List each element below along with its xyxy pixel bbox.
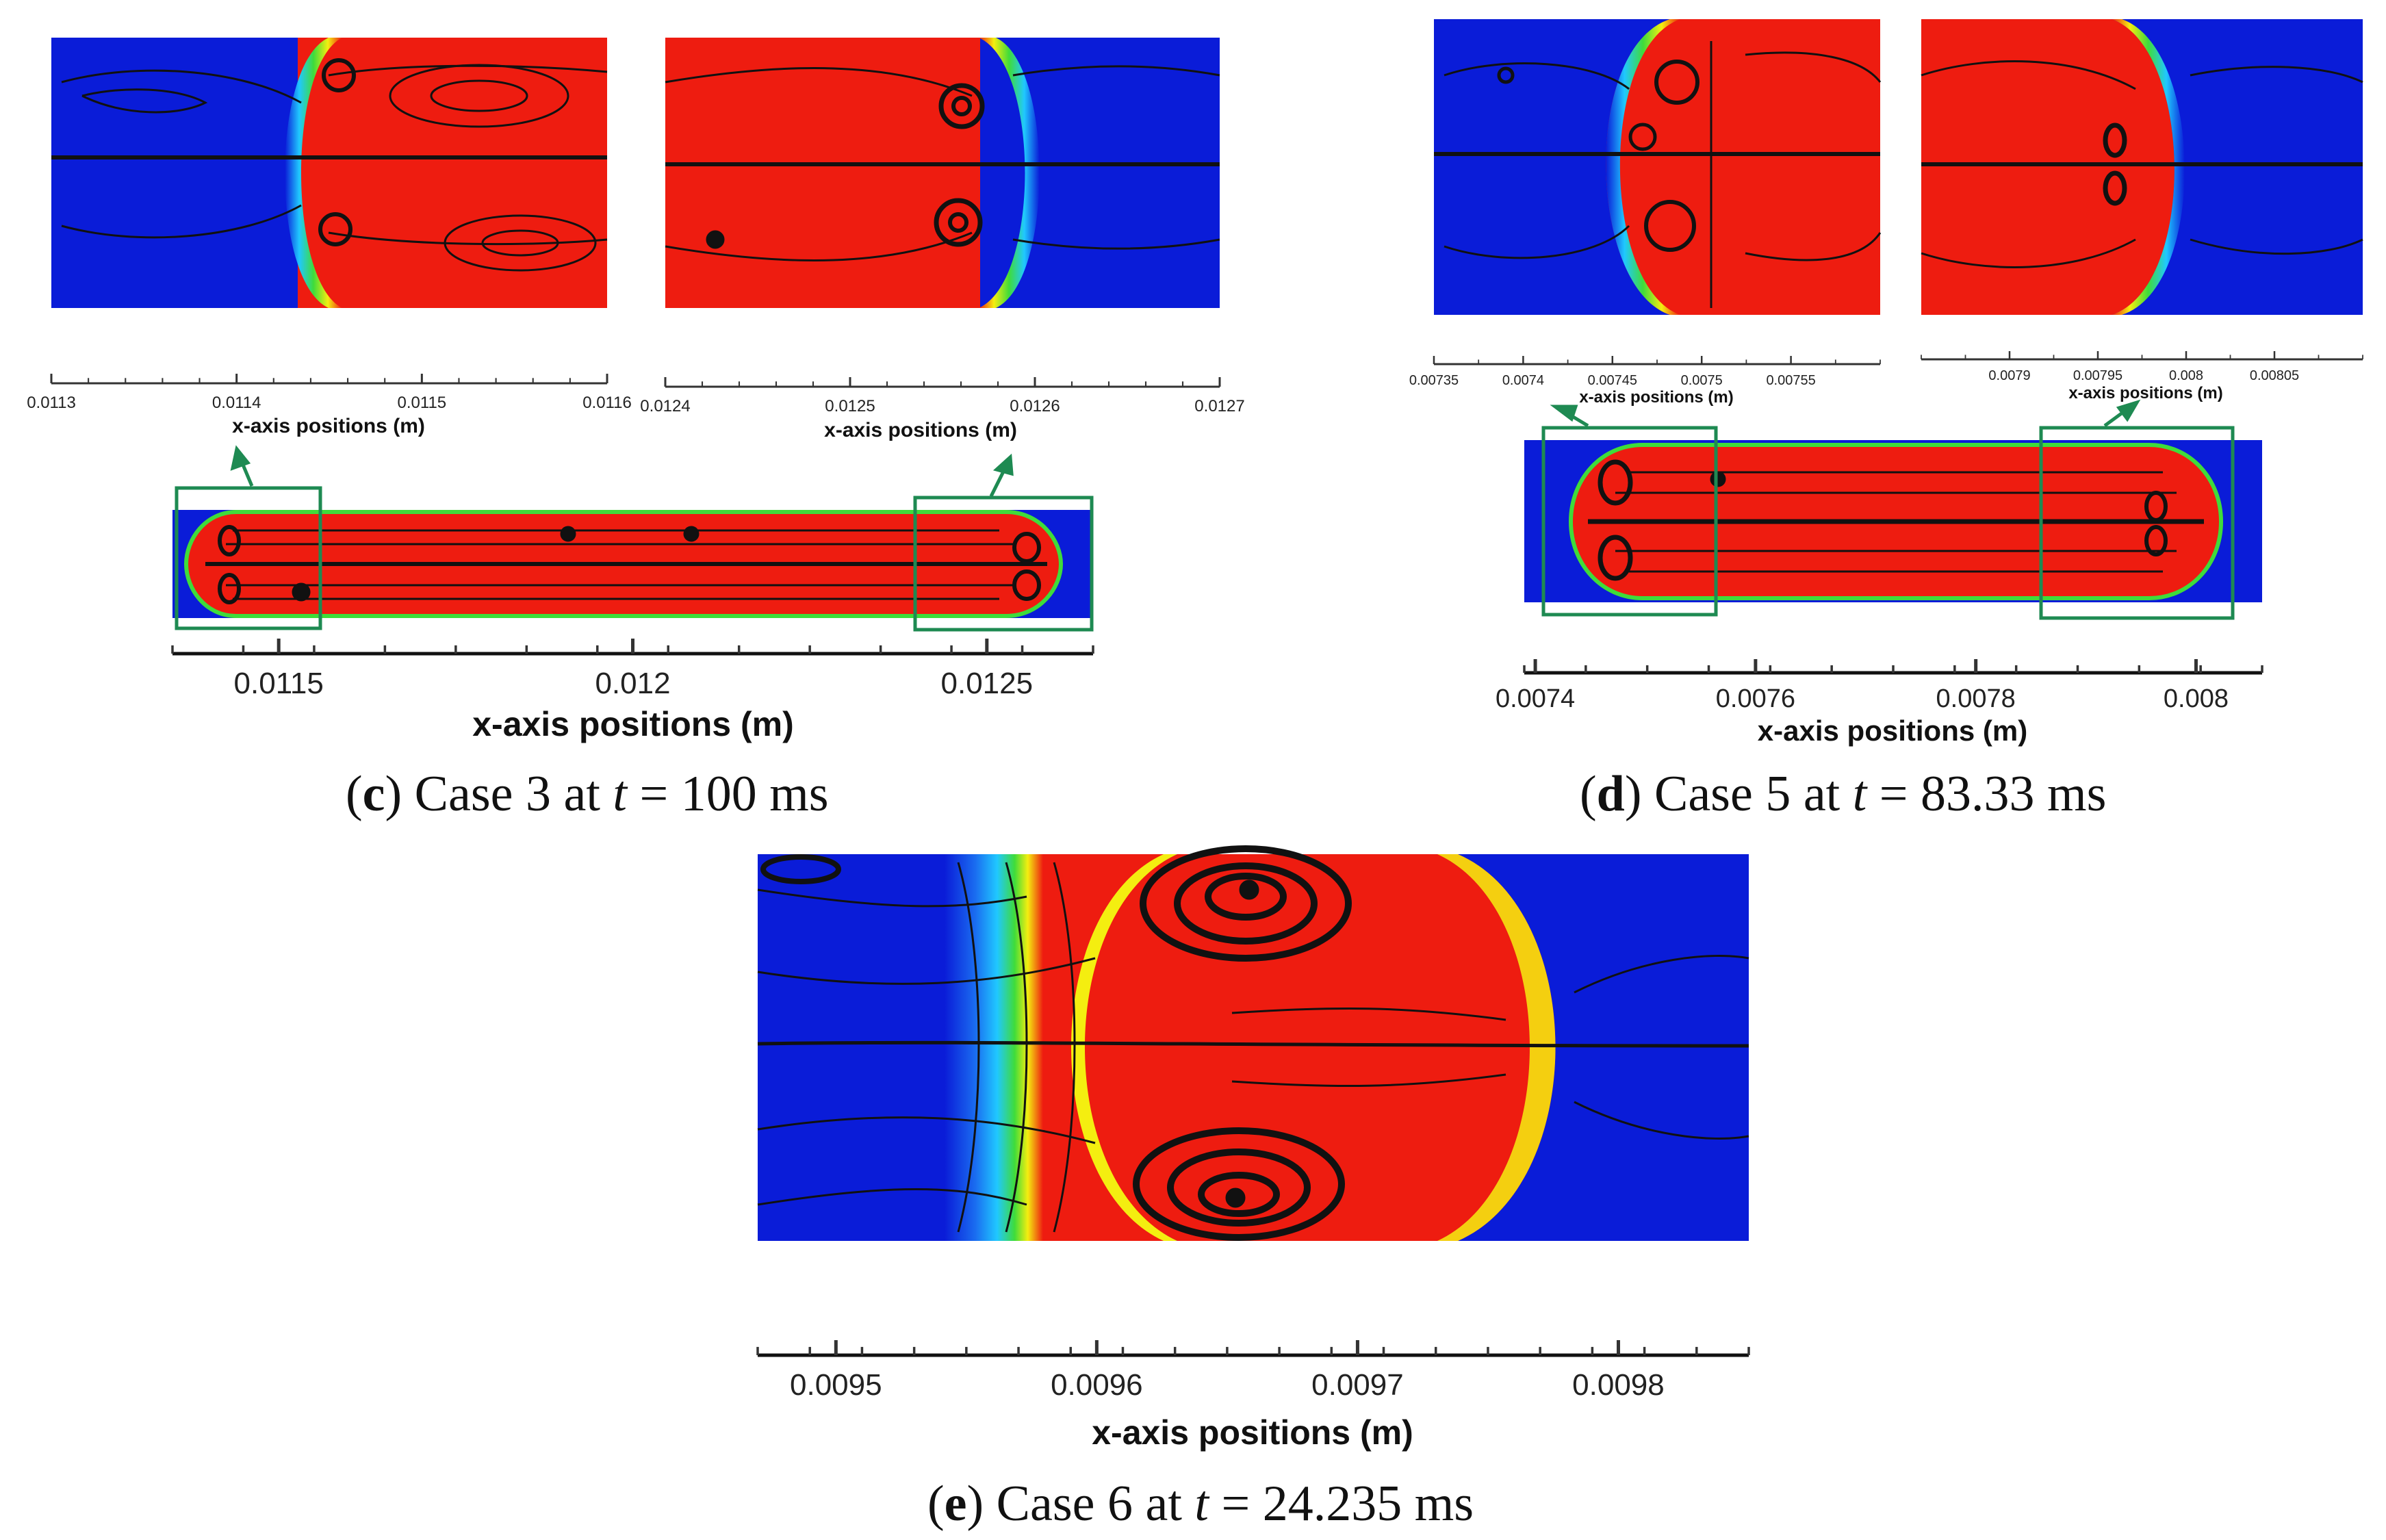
axis-tick-label: 0.0097 bbox=[1311, 1368, 1404, 1402]
panel-d-zoom-left-image bbox=[1434, 19, 1882, 315]
axis-ticks: 0.0113 0.0114 0.0115 0.0116 bbox=[27, 374, 632, 412]
axis-tick-label: 0.0115 bbox=[398, 394, 447, 412]
zoom-arrows bbox=[230, 445, 1014, 498]
axis-tick-label: 0.0096 bbox=[1051, 1368, 1143, 1402]
panel-e-axis: 0.0095 0.0096 0.0097 0.0098 x-axis position… bbox=[756, 1340, 1750, 1452]
streamlines bbox=[665, 65, 1220, 261]
axis-ticks: 0.0124 0.0125 0.0126 0.0127 bbox=[640, 377, 1245, 415]
panel-d-overview-image bbox=[1524, 399, 2262, 620]
axis-tick-label: 0.008 bbox=[2169, 368, 2203, 383]
axis-tick-label: 0.0075 bbox=[1681, 373, 1723, 388]
axis-ticks: 0.0074 0.0076 0.0078 0.008 bbox=[1496, 659, 2263, 713]
caption-letter: e bbox=[944, 1476, 967, 1532]
caption-variable: t bbox=[613, 766, 627, 822]
caption-value: = 83.33 ms bbox=[1879, 766, 2107, 822]
axis-title: x-axis positions (m) bbox=[824, 419, 1017, 441]
panel-d-overview-axis: 0.0074 0.0076 0.0078 0.008 x-axis positions… bbox=[1496, 659, 2263, 747]
caption-case: Case 6 at bbox=[996, 1476, 1182, 1532]
vortex-bottom bbox=[1133, 1127, 1345, 1241]
axis-title: x-axis positions (m) bbox=[472, 705, 794, 743]
axis-title: x-axis positions (m) bbox=[2068, 384, 2222, 402]
zoom-box-right bbox=[2039, 426, 2235, 620]
axis-tick-label: 0.0127 bbox=[1194, 397, 1244, 415]
zoom-arrows bbox=[1550, 399, 2141, 428]
axis-tick-label: 0.0113 bbox=[27, 394, 76, 412]
zoom-box-right bbox=[913, 496, 1094, 632]
axis-title: x-axis positions (m) bbox=[232, 415, 425, 437]
axis-tick-label: 0.0125 bbox=[825, 397, 875, 415]
axis-tick-label: 0.0124 bbox=[640, 397, 690, 415]
axis-tick-label: 0.012 bbox=[595, 667, 670, 700]
panel-c-zoom-right-image bbox=[665, 38, 1220, 308]
panel-e-image bbox=[757, 845, 1749, 1241]
axis-tick-label: 0.0126 bbox=[1010, 397, 1060, 415]
axis-ticks: 0.0079 0.00795 0.008 0.00805 bbox=[1921, 351, 2363, 383]
axis-tick-label: 0.0114 bbox=[212, 394, 261, 412]
axis-tick-label: 0.00795 bbox=[2073, 368, 2122, 383]
axis-title: x-axis positions (m) bbox=[1579, 388, 1733, 407]
zoom-box-left bbox=[175, 486, 322, 630]
axis-title: x-axis positions (m) bbox=[1758, 715, 2027, 747]
caption-case: Case 3 at bbox=[414, 766, 600, 822]
caption-case: Case 5 at bbox=[1654, 766, 1840, 822]
axis-ticks: 0.0095 0.0096 0.0097 0.0098 bbox=[756, 1340, 1750, 1402]
panel-c: 0.0113 0.0114 0.0115 0.0116 x-axis position… bbox=[27, 38, 1245, 743]
panel-d-zoom-left-axis: 0.00735 0.0074 0.00745 0.0075 0.00755 x-axis… bbox=[1409, 356, 1881, 407]
axis-ticks: 0.00735 0.0074 0.00745 0.0075 0.00755 bbox=[1409, 356, 1881, 388]
panel-d: 0.00735 0.0074 0.00745 0.0075 0.00755 x-axis… bbox=[1409, 19, 2363, 747]
caption-c: (c) Case 3 at t = 100 ms bbox=[346, 766, 829, 822]
streamlines bbox=[757, 862, 1749, 1233]
caption-letter: d bbox=[1596, 766, 1625, 822]
axis-tick-label: 0.0098 bbox=[1572, 1368, 1665, 1402]
axis-tick-label: 0.0074 bbox=[1502, 373, 1544, 388]
axis-tick-label: 0.00805 bbox=[2250, 368, 2299, 383]
axis-title: x-axis positions (m) bbox=[1092, 1413, 1413, 1452]
panel-d-zoom-right-axis: 0.0079 0.00795 0.008 0.00805 x-axis positio… bbox=[1921, 351, 2363, 402]
axis-tick-label: 0.0115 bbox=[234, 667, 324, 700]
axis-tick-label: 0.0074 bbox=[1496, 684, 1575, 713]
streamlines bbox=[51, 58, 608, 272]
panel-c-overview-axis: 0.0115 0.012 0.0125 x-axis positions (m) bbox=[171, 639, 1094, 743]
axis-tick-label: 0.00755 bbox=[1766, 373, 1815, 388]
axis-tick-label: 0.0079 bbox=[1988, 368, 2030, 383]
streamlines bbox=[1588, 459, 2204, 581]
panel-e: 0.0095 0.0096 0.0097 0.0098 x-axis position… bbox=[756, 845, 1750, 1452]
streamlines bbox=[1434, 41, 1882, 308]
axis-tick-label: 0.00735 bbox=[1409, 373, 1459, 388]
axis-ticks: 0.0115 0.012 0.0125 bbox=[171, 639, 1094, 700]
caption-value: = 100 ms bbox=[639, 766, 829, 822]
panel-c-zoom-right-axis: 0.0124 0.0125 0.0126 0.0127 x-axis position… bbox=[640, 377, 1245, 441]
streamlines bbox=[1921, 60, 2363, 268]
caption-letter: c bbox=[362, 766, 385, 822]
axis-tick-label: 0.00745 bbox=[1588, 373, 1637, 388]
streamlines bbox=[205, 525, 1047, 604]
caption-variable: t bbox=[1194, 1476, 1209, 1532]
caption-d: (d) Case 5 at t = 83.33 ms bbox=[1580, 766, 2107, 822]
axis-tick-label: 0.008 bbox=[2164, 684, 2229, 713]
caption-e: (e) Case 6 at t = 24.235 ms bbox=[927, 1476, 1474, 1532]
axis-tick-label: 0.0095 bbox=[790, 1368, 882, 1402]
axis-tick-label: 0.0125 bbox=[941, 667, 1034, 700]
panel-c-zoom-left-image bbox=[51, 38, 608, 308]
panel-d-zoom-right-image bbox=[1921, 19, 2363, 315]
caption-value: = 24.235 ms bbox=[1221, 1476, 1474, 1532]
caption-variable: t bbox=[1852, 766, 1867, 822]
panel-c-overview-image bbox=[172, 445, 1094, 632]
axis-tick-label: 0.0076 bbox=[1716, 684, 1795, 713]
zoom-box-left bbox=[1541, 426, 1718, 617]
axis-tick-label: 0.0078 bbox=[1936, 684, 2016, 713]
panel-c-zoom-left-axis: 0.0113 0.0114 0.0115 0.0116 x-axis position… bbox=[27, 374, 632, 437]
vortex-top bbox=[1140, 845, 1352, 962]
axis-tick-label: 0.0116 bbox=[582, 394, 632, 412]
